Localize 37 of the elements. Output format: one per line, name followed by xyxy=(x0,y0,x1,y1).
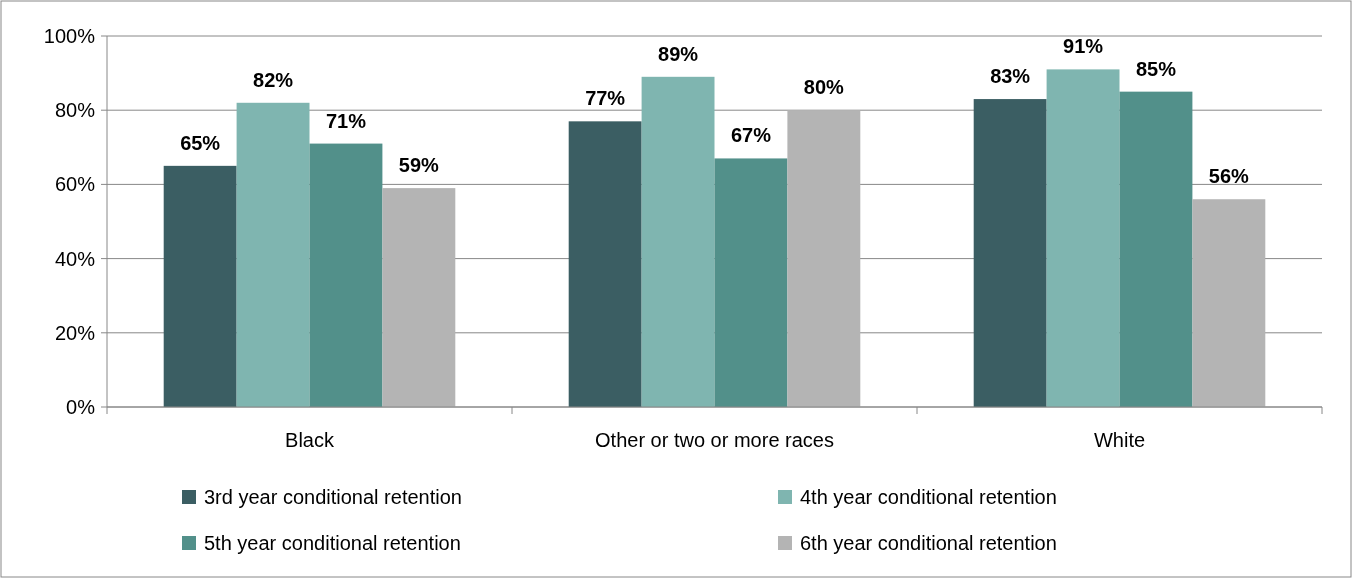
text: 77% xyxy=(585,87,626,110)
legend-label: 6th year conditional retention xyxy=(800,532,1057,554)
y-tick-label: 60% xyxy=(54,173,96,196)
bar xyxy=(787,110,861,407)
bar xyxy=(714,158,788,407)
y-tick-label: 0% xyxy=(66,396,96,418)
bar xyxy=(568,121,642,407)
legend-label: 4th year conditional retention xyxy=(800,486,1057,508)
text: 82% xyxy=(253,68,294,91)
bar xyxy=(973,99,1047,407)
bar xyxy=(309,143,383,407)
bar xyxy=(236,102,310,407)
y-tick-label: 20% xyxy=(54,321,96,344)
x-tick-label: Black xyxy=(285,429,335,451)
text: 56% xyxy=(1208,165,1249,188)
y-tick-label: 80% xyxy=(54,99,96,122)
legend-label: 3rd year conditional retention xyxy=(204,486,462,508)
bar xyxy=(1046,69,1120,407)
bar xyxy=(382,188,456,407)
text: 85% xyxy=(1135,57,1176,80)
y-tick-label: 40% xyxy=(54,247,96,270)
bar xyxy=(1192,199,1266,407)
bar xyxy=(1119,91,1193,407)
bar xyxy=(163,165,237,407)
text: 59% xyxy=(398,154,439,177)
legend-label: 5th year conditional retention xyxy=(204,532,461,554)
x-tick-label: Other or two or more races xyxy=(595,429,834,451)
text: 80% xyxy=(803,76,844,99)
text: 91% xyxy=(1063,35,1104,58)
x-tick-label: White xyxy=(1093,429,1146,451)
text: 89% xyxy=(658,42,699,65)
text: 65% xyxy=(180,131,221,154)
text: 67% xyxy=(730,124,771,147)
text: 71% xyxy=(325,109,366,132)
bar xyxy=(641,76,715,407)
text: 83% xyxy=(990,65,1031,88)
y-tick-label: 100% xyxy=(43,25,96,47)
